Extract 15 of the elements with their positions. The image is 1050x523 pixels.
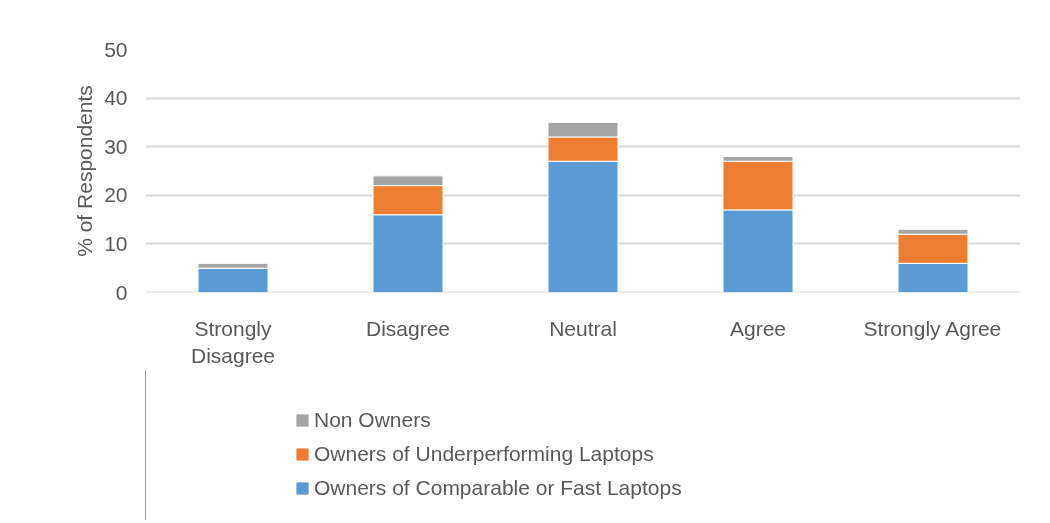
x-tick-label: Neutral [549,316,617,340]
legend-label: Owners of Underperforming Laptops [314,442,654,466]
y-axis-title: % of Respondents [73,85,97,257]
x-tick-label: Strongly Disagree [190,316,276,368]
y-tick-label: 50 [104,37,128,61]
y-tick-label: 30 [104,134,128,158]
x-tick-label: Strongly Agree [863,316,1002,340]
y-tick-label: 40 [104,86,128,110]
legend-label: Owners of Comparable or Fast Laptops [314,476,682,500]
x-tick-label: Disagree [365,316,451,340]
y-tick-label: 10 [104,231,128,255]
y-tick-label: 0 [115,280,128,304]
legend-label: Non Owners [314,408,431,432]
y-tick-label: 20 [104,183,128,207]
x-tick-label: Agree [729,316,787,340]
